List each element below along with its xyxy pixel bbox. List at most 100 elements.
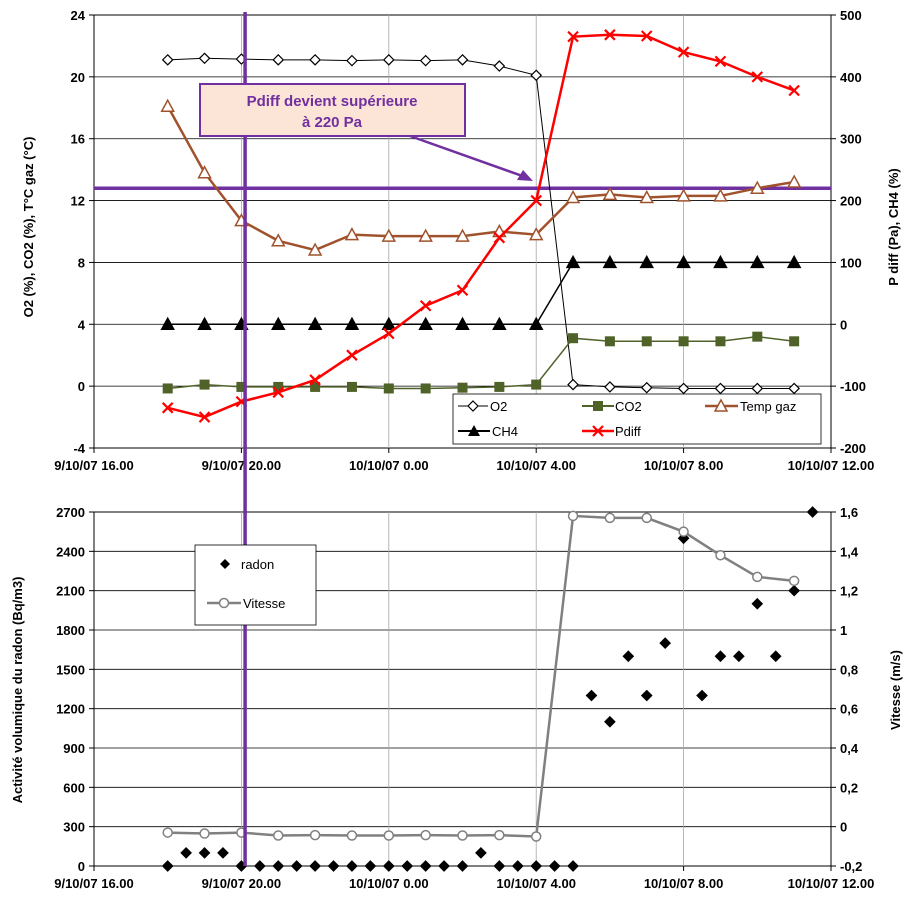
data-point <box>602 254 618 269</box>
legend-temp: Temp gaz <box>705 398 796 414</box>
data-point <box>752 331 763 342</box>
data-point <box>548 860 561 872</box>
data-point <box>383 383 394 394</box>
series-ch4 <box>160 254 802 331</box>
x-tick-label: 10/10/07 8.00 <box>644 876 724 891</box>
data-point <box>715 550 726 561</box>
data-point <box>493 60 506 72</box>
y-tick-label: 900 <box>63 741 85 756</box>
data-point <box>290 860 303 872</box>
data-point <box>585 689 598 702</box>
data-point <box>733 650 745 663</box>
x-tick-label: 9/10/07 20.00 <box>202 876 282 891</box>
x-tick-label: 10/10/07 12.00 <box>788 876 875 891</box>
y2-tick-label: 300 <box>840 132 862 147</box>
data-point <box>346 860 358 872</box>
y2-tick-label: 0,2 <box>840 780 858 795</box>
series-vitesse <box>162 510 800 842</box>
y-tick-label: 8 <box>78 255 85 270</box>
y-tick-label: 2100 <box>56 584 85 599</box>
data-point <box>565 254 581 269</box>
data-point <box>565 189 581 204</box>
data-point <box>641 336 652 347</box>
data-point <box>309 53 321 66</box>
y2-tick-label: 0,6 <box>840 702 858 717</box>
series-radon <box>161 506 819 872</box>
data-point <box>531 379 542 390</box>
annotation-line1: Pdiff devient supérieure <box>247 93 418 110</box>
series-line <box>167 33 795 419</box>
data-point <box>622 650 635 663</box>
y-tick-label: 2400 <box>56 544 85 559</box>
data-point <box>750 180 765 194</box>
y-tick-label: 1500 <box>56 662 85 677</box>
data-point <box>567 378 579 391</box>
data-point <box>270 233 286 247</box>
data-point <box>161 53 174 66</box>
annotation-line2: à 220 Pa <box>302 114 363 131</box>
data-point <box>639 254 655 269</box>
series-o2 <box>161 52 800 395</box>
data-point <box>492 316 507 331</box>
data-point <box>310 381 321 392</box>
data-point <box>567 860 579 872</box>
data-point <box>640 381 653 394</box>
x-tick-label: 10/10/07 4.00 <box>496 458 576 473</box>
y2-tick-label: -200 <box>840 441 866 456</box>
x-tick-label: 9/10/07 16.00 <box>54 876 134 891</box>
data-point <box>604 29 616 41</box>
data-point <box>381 316 397 331</box>
legend-co2: CO2 <box>582 399 642 414</box>
data-point <box>769 650 782 663</box>
data-point <box>511 860 524 872</box>
data-point <box>676 188 691 202</box>
y2-tick-label: 400 <box>840 70 862 85</box>
data-point <box>456 860 469 872</box>
data-point <box>199 379 210 390</box>
bottom-y-right-label: Vitesse (m/s) <box>888 650 903 730</box>
data-point <box>383 830 395 841</box>
legend-o2-label: O2 <box>490 399 507 414</box>
data-point <box>788 575 800 587</box>
data-point <box>751 597 764 610</box>
data-point <box>786 254 802 269</box>
data-point <box>786 174 802 188</box>
data-point <box>418 228 433 242</box>
data-point <box>493 860 506 872</box>
data-point <box>678 336 689 347</box>
data-point <box>217 847 229 859</box>
series-line <box>167 57 795 389</box>
data-point <box>346 54 358 67</box>
legend-temp-marker <box>713 398 729 412</box>
data-point <box>604 381 616 393</box>
y2-tick-label: 100 <box>840 255 862 270</box>
data-point <box>751 71 764 83</box>
data-point <box>346 830 358 841</box>
y2-tick-label: 200 <box>840 194 862 209</box>
data-point <box>199 828 210 839</box>
data-point <box>528 316 544 331</box>
legend-radon-label: radon <box>241 557 274 572</box>
data-point <box>493 231 506 244</box>
data-point <box>419 860 432 872</box>
legend-bottom: radon Vitesse <box>194 544 317 626</box>
data-point <box>640 689 653 702</box>
data-point <box>197 165 212 179</box>
data-point <box>457 830 468 841</box>
series-line <box>167 335 795 390</box>
y2-tick-label: 0 <box>840 820 847 835</box>
data-point <box>162 827 173 838</box>
top-y-left-label: O2 (%), CO2 (%), T°C gaz (°C) <box>21 137 36 318</box>
bottom-y-left-label: Activité volumique du radon (Bq/m3) <box>10 577 25 804</box>
data-point <box>696 689 708 702</box>
data-point <box>713 188 728 202</box>
x-tick-label: 10/10/07 0.00 <box>349 876 429 891</box>
data-point <box>455 316 470 331</box>
data-point <box>750 254 765 269</box>
data-point <box>160 316 175 331</box>
data-point <box>677 46 690 58</box>
y2-tick-label: 1,6 <box>840 505 858 520</box>
x-tick-label: 10/10/07 4.00 <box>496 876 576 891</box>
data-point <box>307 242 323 256</box>
data-point <box>530 860 543 872</box>
